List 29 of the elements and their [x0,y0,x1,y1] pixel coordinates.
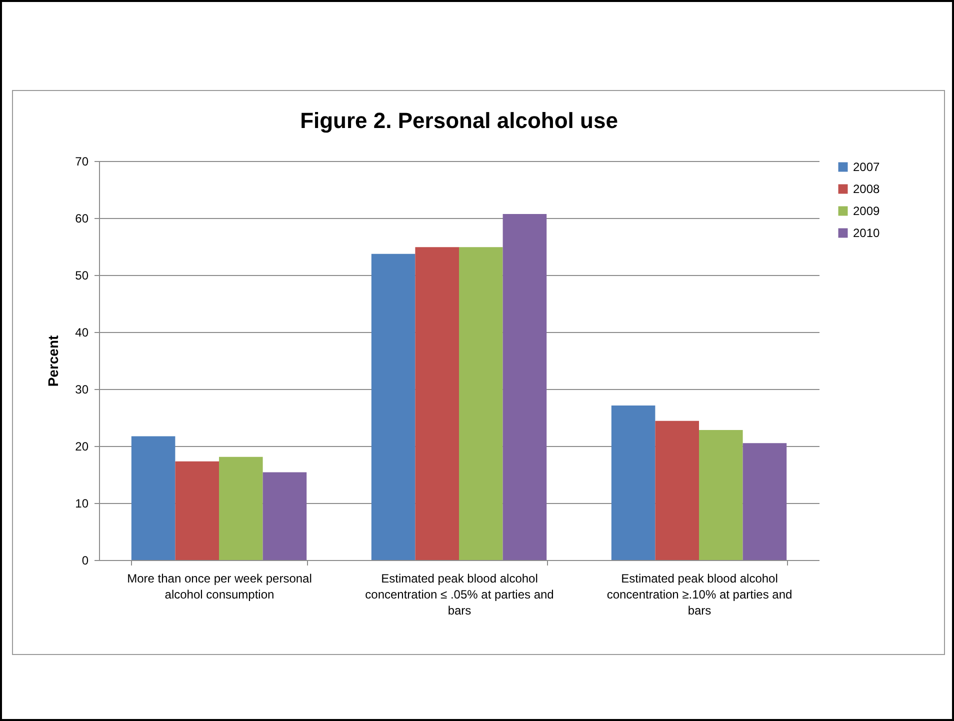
bar [655,420,699,560]
bar [415,247,459,560]
legend-label: 2007 [853,160,880,174]
x-tick-label: Estimated peak blood alcohol concentration ≥.10% at parties and bars [606,572,792,618]
bar [611,406,656,560]
bar [219,456,263,560]
x-tick-label: More than once per week personal alcohol consumption [127,572,312,602]
bar [742,443,787,560]
bar [175,461,219,560]
y-tick-label: 30 [75,382,89,396]
y-tick-label: 50 [75,268,89,282]
legend-label: 2008 [853,182,880,196]
y-tick-label: 10 [75,496,89,510]
bar [371,254,416,560]
x-tick-label: Estimated peak blood alcohol concentration ≤ .05% at parties and bars [365,572,554,618]
bar [262,472,307,560]
y-tick-label: 70 [75,154,89,168]
bar [502,214,547,560]
y-tick-label: 0 [82,554,89,568]
y-axis-title: Percent [45,334,62,387]
bar [459,247,503,560]
y-tick-label: 40 [75,326,89,340]
y-tick-label: 20 [75,440,89,454]
bar [699,430,743,560]
legend-label: 2010 [853,226,880,240]
y-tick-label: 60 [75,212,89,226]
bar [131,436,176,560]
chart-title: Figure 2. Personal alcohol use [300,108,618,133]
legend-label: 2009 [853,204,880,218]
